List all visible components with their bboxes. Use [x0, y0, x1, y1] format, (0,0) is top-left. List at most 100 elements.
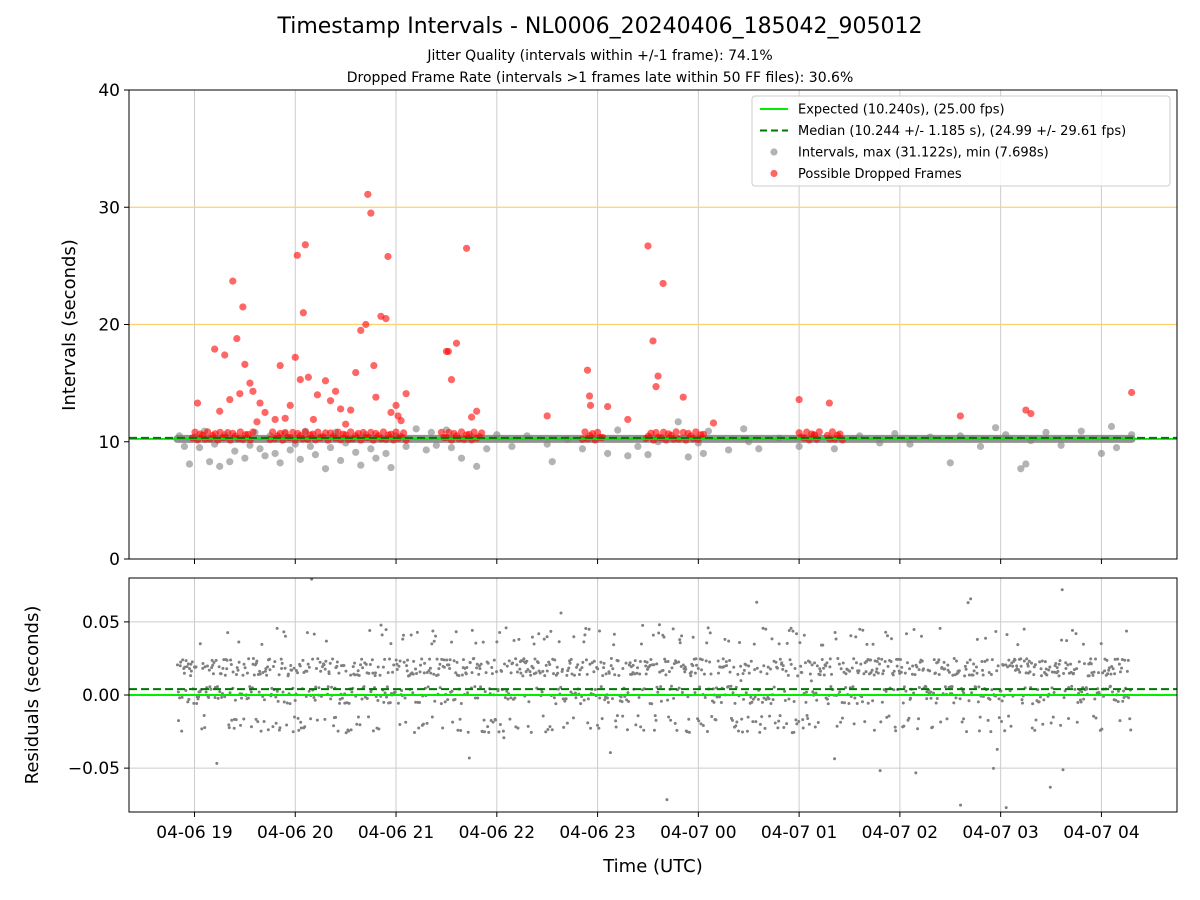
residual-point — [1118, 670, 1122, 674]
residual-point — [802, 633, 806, 637]
residual-point — [818, 667, 822, 671]
residual-point — [1000, 699, 1004, 703]
dropped-frame-point — [372, 393, 380, 401]
dropped-frame-point — [296, 376, 304, 384]
residual-point — [1010, 661, 1014, 665]
interval-point — [946, 459, 954, 467]
residual-point — [781, 664, 785, 668]
residual-point — [442, 665, 446, 669]
residual-point — [415, 672, 419, 676]
residual-point — [988, 697, 992, 701]
residual-point — [778, 714, 782, 718]
residual-point — [932, 658, 936, 662]
residual-point — [508, 717, 512, 721]
residual-point — [652, 663, 656, 667]
residual-point — [997, 716, 1001, 720]
residual-point — [537, 632, 541, 636]
residual-point — [924, 685, 928, 689]
residual-point — [704, 659, 708, 663]
residual-point — [289, 663, 293, 667]
residual-point — [299, 720, 303, 724]
dropped-frame-point — [216, 407, 224, 415]
residual-point — [921, 667, 925, 671]
residual-point — [249, 690, 253, 694]
residual-point — [969, 597, 973, 601]
dropped-frame-point — [583, 366, 592, 374]
residual-point — [305, 631, 309, 635]
residual-point — [470, 628, 474, 632]
residual-point — [1011, 664, 1015, 668]
residual-point — [732, 665, 736, 669]
residual-point — [405, 664, 409, 668]
residual-point — [638, 672, 642, 676]
residual-point — [749, 695, 753, 699]
dropped-frame-point — [659, 279, 667, 288]
residual-point — [880, 657, 884, 661]
residual-point — [728, 670, 732, 674]
residual-point — [976, 700, 980, 704]
interval-point — [180, 442, 189, 451]
dropped-frame-point — [392, 428, 400, 436]
residual-point — [280, 661, 284, 665]
dropped-frame-point — [447, 376, 456, 384]
residual-point — [1089, 657, 1093, 661]
residual-point — [900, 665, 904, 669]
residual-point — [619, 695, 623, 699]
residual-point — [703, 695, 707, 699]
residual-point — [651, 633, 655, 637]
residual-point — [229, 658, 233, 662]
residual-point — [947, 670, 951, 674]
residual-point — [303, 725, 307, 729]
residual-point — [458, 717, 462, 721]
residual-point — [612, 632, 616, 636]
residual-point — [180, 729, 184, 733]
residual-point — [669, 684, 673, 688]
residual-point — [871, 699, 875, 703]
residual-point — [661, 668, 665, 672]
residual-point — [880, 700, 884, 704]
residual-point — [659, 685, 663, 689]
residual-point — [511, 661, 515, 665]
residual-point — [509, 696, 513, 700]
residual-point — [187, 697, 191, 701]
residual-point — [852, 657, 856, 661]
residual-point — [335, 664, 339, 668]
residual-point — [881, 672, 885, 676]
residual-point — [329, 697, 333, 701]
residual-point — [1105, 658, 1109, 662]
residual-point — [1040, 659, 1044, 663]
residual-point — [655, 685, 659, 689]
residual-point — [627, 663, 631, 667]
residual-point — [659, 699, 663, 703]
residual-point — [995, 669, 999, 673]
residual-point — [804, 690, 808, 694]
legend-median-label: Median (10.244 +/- 1.185 s), (24.99 +/- … — [798, 124, 1126, 139]
residual-point — [609, 656, 613, 660]
x-tick-label: 04-06 21 — [358, 823, 434, 843]
residual-point — [1015, 664, 1019, 668]
interval-point — [624, 452, 632, 460]
residual-point — [356, 715, 360, 719]
residual-point — [708, 631, 712, 635]
interval-point — [276, 459, 284, 467]
interval-point — [326, 444, 335, 452]
residual-point — [296, 671, 300, 675]
residual-point — [1041, 722, 1045, 726]
dropped-frame-point — [699, 430, 707, 438]
residual-point — [801, 726, 805, 730]
residual-point — [280, 666, 284, 670]
residual-point — [561, 697, 565, 701]
residual-point — [818, 673, 822, 677]
residual-point — [215, 761, 219, 765]
intervals-panel: 0 10 20 30 40 Expected (10.240s), (25.00 fps)… — [98, 81, 1178, 570]
residual-point — [487, 730, 491, 734]
residual-point — [371, 671, 375, 675]
x-tick-label: 04-07 03 — [962, 823, 1038, 843]
residual-point — [612, 643, 616, 647]
dropped-frame-point — [241, 360, 249, 368]
residual-point — [1030, 726, 1034, 730]
residual-point — [283, 666, 287, 670]
residual-point — [436, 673, 440, 677]
residual-point — [695, 663, 699, 667]
residual-point — [813, 725, 817, 729]
